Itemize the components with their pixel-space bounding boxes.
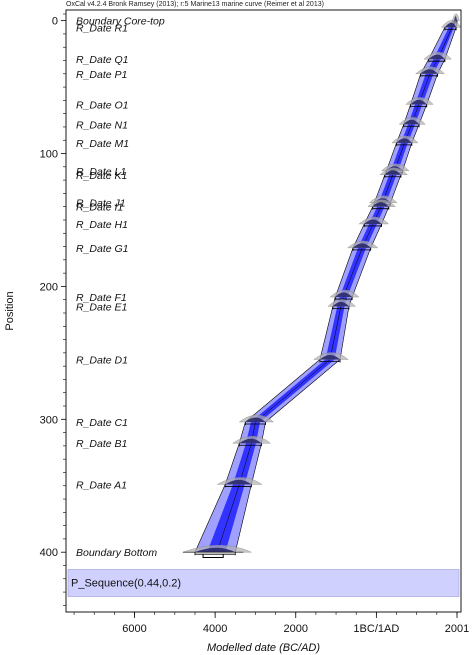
posterior-distribution	[403, 119, 420, 125]
x-tick-label: 6000	[122, 623, 146, 635]
sample-label: R_Date F1	[76, 292, 127, 304]
sample-label: R_Date J1	[76, 198, 126, 210]
x-tick-label: 1BC/1AD	[353, 623, 399, 635]
axes: Modelled date (BC/AD) Position 0 100 200 30…	[4, 9, 469, 654]
posterior-distribution	[384, 170, 401, 175]
posterior-distribution	[335, 292, 353, 298]
y-tick-label: 300	[40, 414, 58, 426]
y-axis-title: Position	[4, 291, 16, 330]
posterior-distribution	[444, 22, 457, 28]
posterior-distribution	[239, 438, 262, 444]
y-tick-label: 0	[52, 16, 58, 28]
posterior-distribution	[245, 417, 266, 422]
sample-label: R_Date L1	[76, 166, 126, 178]
sample-label: R_Date B1	[76, 438, 127, 450]
sample-label: R_Date P1	[76, 69, 127, 81]
posterior-distribution	[225, 479, 252, 485]
sample-label: Boundary Bottom	[76, 547, 157, 559]
y-tick-label: 400	[40, 547, 58, 559]
posterior-distribution	[420, 69, 438, 74]
sample-label: R_Date G1	[76, 243, 129, 255]
sample-label: R_Date R1	[76, 22, 128, 34]
posterior-distribution	[428, 54, 445, 60]
x-axis-title: Modelled date (BC/AD)	[207, 642, 320, 654]
y-tick-label: 100	[40, 149, 58, 161]
sample-label: R_Date K1	[76, 170, 127, 182]
header-text: OxCal v4.2.4 Bronk Ramsey (2013); r:5 Ma…	[66, 1, 324, 8]
posterior-distribution	[454, 16, 457, 21]
sample-distributions	[182, 13, 462, 559]
sample-label: R_Date H1	[76, 219, 128, 231]
sample-label: R_Date D1	[76, 355, 128, 367]
sample-label: R_Date M1	[76, 138, 129, 150]
boundary-bracket	[202, 554, 224, 559]
sample-label: R_Date A1	[76, 479, 127, 491]
x-tick-label: 2001	[445, 623, 469, 635]
y-tick-label: 200	[40, 281, 58, 293]
sample-label: R_Date Q1	[76, 54, 129, 66]
sample-label: R_Date N1	[76, 119, 128, 131]
x-tick-label: 4000	[203, 623, 227, 635]
sample-label: Boundary Core-top	[76, 16, 165, 28]
sequence-label: P_Sequence(0.44,0.2)	[71, 578, 181, 590]
posterior-distribution	[194, 547, 236, 553]
posterior-distribution	[319, 355, 341, 360]
x-tick-label: 2000	[284, 623, 308, 635]
sample-label: R_Date I1	[76, 202, 123, 214]
sample-label: R_Date C1	[76, 417, 128, 429]
sample-label: R_Date O1	[76, 99, 129, 111]
posterior-distribution	[352, 243, 371, 248]
posterior-distribution	[372, 202, 389, 207]
posterior-distribution	[410, 99, 427, 105]
plot-frame	[65, 9, 462, 613]
posterior-distribution	[364, 219, 382, 224]
posterior-distribution	[396, 138, 412, 143]
sample-label: R_Date E1	[76, 301, 127, 313]
posterior-distribution	[332, 301, 349, 307]
sequence-panel: P_Sequence(0.44,0.2)	[67, 569, 460, 597]
sequence-panel-box	[67, 569, 460, 597]
